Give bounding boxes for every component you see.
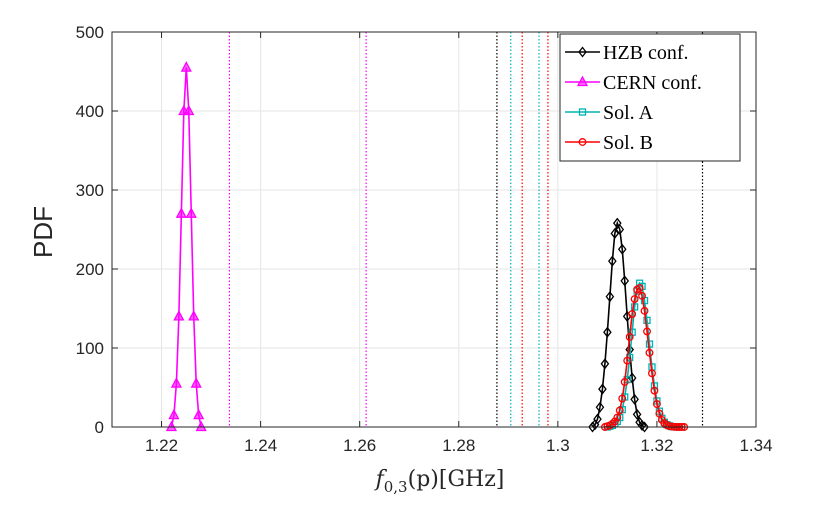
diamond-marker (600, 358, 610, 370)
circle-marker (648, 369, 656, 378)
series-line (604, 286, 685, 428)
diamond-marker (632, 408, 642, 420)
diamond-marker (610, 227, 620, 240)
axes-box (111, 31, 757, 428)
series-line (607, 281, 682, 428)
x-label-argument: (p) (408, 467, 439, 492)
diamond-marker (595, 401, 605, 413)
triangle-marker (193, 408, 205, 420)
legend-entry: Sol. B (565, 132, 653, 154)
circle-marker (628, 310, 637, 318)
diamond-marker (640, 421, 649, 433)
x-tick-label: 1.32 (640, 436, 673, 455)
tick-labels: 1.22 1.24 1.26 1.28 1.3 1.32 1.34 0 100 200 300 400… (76, 23, 773, 455)
circle-marker (578, 138, 587, 146)
circle-marker (640, 306, 649, 315)
legend-entry: HZB conf. (565, 42, 689, 64)
circle-marker (630, 295, 639, 303)
triangle-marker (188, 310, 200, 321)
x-tick-label: 1.3 (546, 436, 570, 455)
y-tick-label: 400 (76, 102, 104, 121)
x-tick-label: 1.26 (343, 436, 376, 455)
circle-marker (652, 400, 661, 409)
y-axis-label: PDF (28, 206, 58, 258)
diamond-marker (593, 413, 602, 425)
diamond-marker (578, 46, 587, 58)
circle-marker (615, 406, 624, 415)
legend-box (559, 33, 741, 162)
y-tick-label: 200 (76, 260, 104, 279)
legend: HZB conf. CERN conf. Sol. A Sol. B (559, 33, 741, 162)
triangle-marker (576, 75, 589, 87)
legend-label: CERN conf. (603, 72, 702, 94)
legend-label: HZB conf. (603, 42, 689, 64)
legend-entry: Sol. A (565, 102, 654, 124)
circle-marker (643, 327, 651, 336)
y-tick-label: 500 (76, 23, 104, 42)
circle-marker (625, 332, 634, 341)
ticks (112, 31, 757, 428)
legend-label: Sol. A (603, 102, 654, 124)
diamond-marker (608, 255, 617, 267)
triangle-marker (175, 207, 187, 218)
x-tick-label: 1.24 (244, 436, 277, 455)
y-tick-label: 300 (76, 181, 104, 200)
circle-marker (645, 348, 654, 357)
diamond-marker (588, 421, 597, 433)
triangle-marker (170, 377, 182, 388)
circle-marker (620, 378, 629, 386)
circle-marker (638, 291, 647, 300)
circle-marker (635, 284, 644, 292)
x-label-unit: [GHz] (439, 467, 505, 492)
circle-marker (623, 356, 632, 365)
diamond-marker (620, 275, 630, 287)
square-marker (578, 108, 587, 116)
square-marker (643, 316, 651, 325)
diamond-marker (605, 291, 615, 303)
diamond-marker (615, 223, 625, 236)
series-sol-a (603, 279, 686, 431)
triangle-marker (168, 408, 180, 420)
x-tick-label: 1.22 (145, 436, 178, 455)
legend-label: Sol. B (603, 132, 653, 154)
x-label-subscript: 0,3 (384, 478, 408, 496)
diamond-marker (617, 243, 627, 255)
triangle-marker (180, 61, 192, 72)
confidence-lines (228, 32, 704, 427)
triangle-marker (195, 420, 207, 432)
series-line (170, 67, 202, 428)
x-tick-label: 1.34 (739, 436, 772, 455)
series-cern-conf (165, 61, 207, 432)
triangle-marker (183, 104, 195, 116)
triangle-marker (185, 207, 197, 218)
y-tick-label: 0 (95, 418, 104, 437)
triangle-marker (165, 420, 178, 432)
circle-marker (650, 386, 659, 395)
diamond-marker (603, 326, 612, 338)
series-line (591, 220, 645, 428)
circle-marker (618, 394, 627, 403)
triangle-marker (190, 377, 202, 388)
circle-marker (613, 413, 622, 422)
x-tick-label: 1.28 (442, 436, 475, 455)
circle-marker (610, 417, 619, 426)
legend-entry: CERN conf. (565, 72, 702, 94)
diamond-marker (598, 383, 607, 395)
diamond-marker (630, 393, 639, 405)
x-axis-label: f0,3(p)[GHz] (374, 467, 505, 496)
y-tick-label: 100 (76, 339, 104, 358)
triangle-marker (173, 310, 185, 321)
diamond-marker (637, 419, 647, 431)
series-sol-b (600, 284, 689, 431)
